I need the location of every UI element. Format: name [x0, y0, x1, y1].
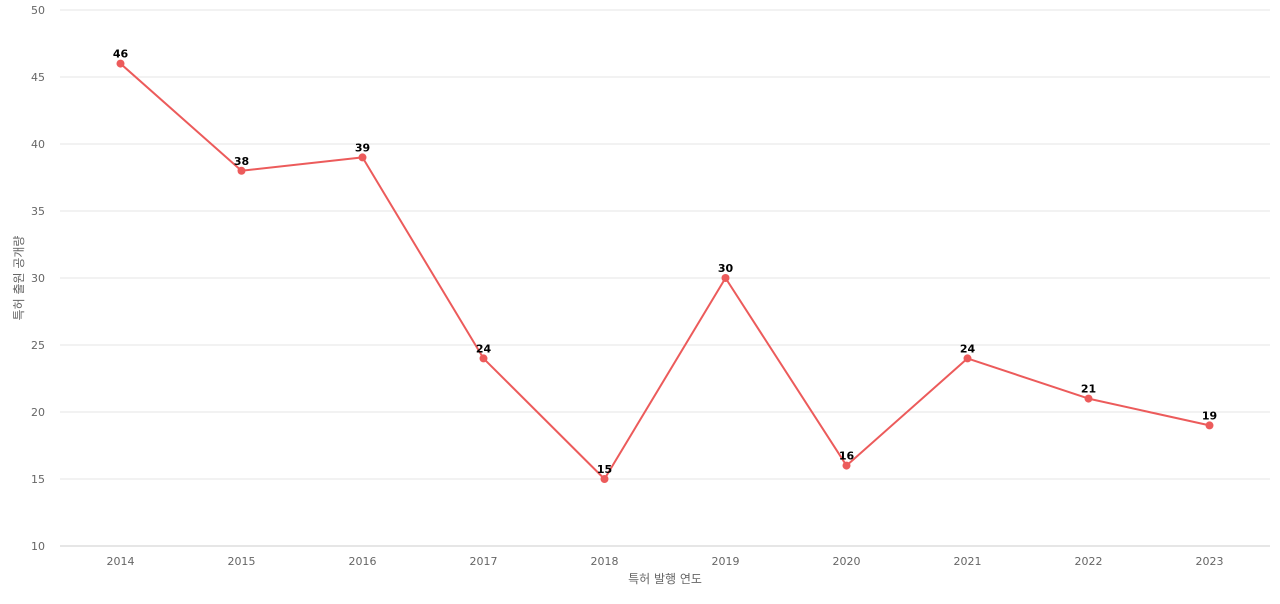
data-point[interactable]: [116, 59, 125, 68]
y-tick-label: 50: [31, 4, 45, 17]
data-label: 15: [597, 463, 612, 476]
data-point[interactable]: [237, 166, 246, 175]
x-axis-ticks: 2014 2015 2016 2017 2018 2019 2020 2021 2022 2023: [107, 555, 1224, 568]
data-label: 24: [960, 342, 976, 355]
x-tick-label: 2021: [954, 555, 982, 568]
y-axis-ticks: 10 15 20 25 30 35 40 45 50: [31, 4, 45, 553]
x-tick-label: 2020: [833, 555, 861, 568]
data-point[interactable]: [842, 461, 851, 470]
y-tick-label: 35: [31, 205, 45, 218]
data-point[interactable]: [963, 354, 972, 363]
x-tick-label: 2022: [1075, 555, 1103, 568]
x-tick-label: 2014: [107, 555, 135, 568]
x-tick-label: 2018: [591, 555, 619, 568]
data-label: 16: [839, 450, 855, 463]
series-layer: [116, 59, 1214, 483]
y-axis-title: 특허 출원 공개량: [12, 236, 26, 321]
data-point[interactable]: [1084, 394, 1093, 403]
data-point[interactable]: [358, 153, 367, 162]
y-tick-label: 30: [31, 272, 45, 285]
data-label: 39: [355, 141, 370, 154]
data-label: 30: [718, 262, 734, 275]
y-tick-label: 40: [31, 138, 45, 151]
data-point[interactable]: [721, 274, 730, 282]
y-tick-label: 20: [31, 406, 45, 419]
y-tick-label: 15: [31, 473, 45, 486]
x-tick-label: 2019: [712, 555, 740, 568]
data-label: 38: [234, 155, 249, 168]
data-label: 24: [476, 342, 492, 355]
x-axis-title: 특허 발행 연도: [628, 571, 702, 586]
data-point[interactable]: [479, 354, 488, 363]
x-tick-label: 2017: [470, 555, 498, 568]
gridlines: [60, 9, 1270, 547]
x-tick-label: 2015: [228, 555, 256, 568]
x-tick-label: 2023: [1196, 555, 1224, 568]
y-tick-label: 45: [31, 71, 45, 84]
data-label: 46: [113, 48, 129, 61]
data-label: 21: [1081, 383, 1096, 396]
y-tick-label: 10: [31, 540, 45, 553]
x-tick-label: 2016: [349, 555, 377, 568]
data-labels: 46 38 39 24 15 30 16 24 21 19: [113, 48, 1217, 476]
data-point[interactable]: [1205, 421, 1214, 430]
y-tick-label: 25: [31, 339, 45, 352]
series-line: [119, 62, 1210, 480]
data-label: 19: [1202, 409, 1217, 422]
data-point[interactable]: [600, 475, 609, 483]
